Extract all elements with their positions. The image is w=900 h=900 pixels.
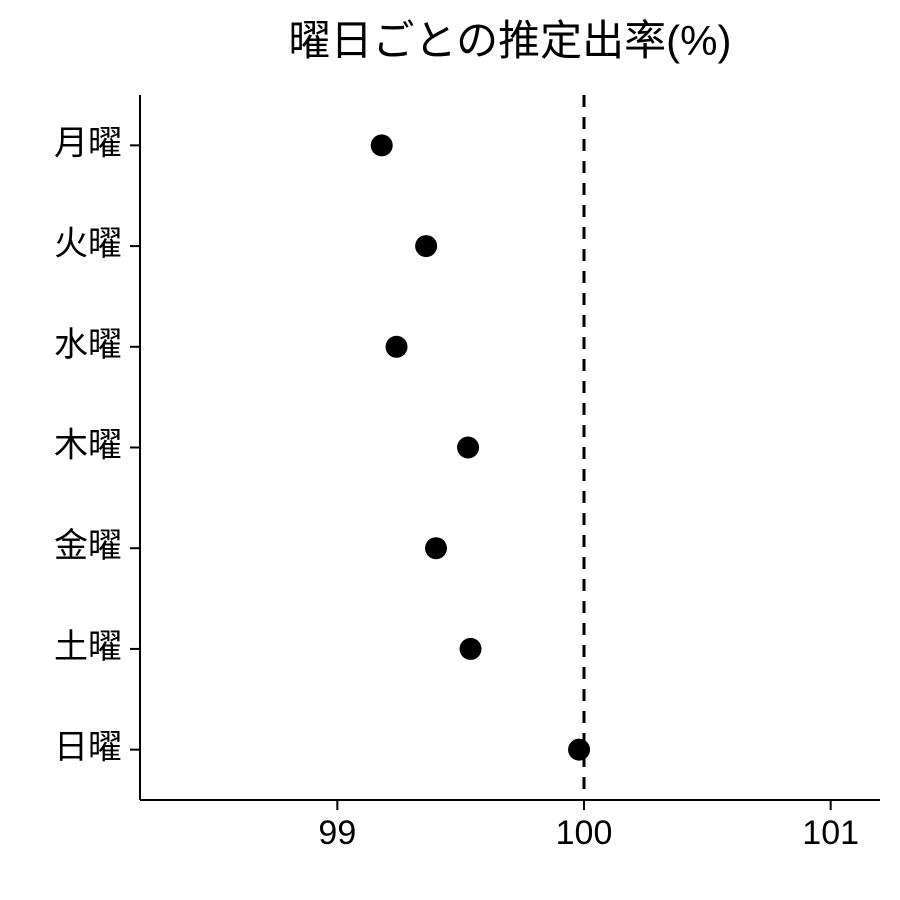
y-tick-label: 日曜 (54, 729, 122, 767)
data-point (460, 638, 482, 660)
data-point (371, 134, 393, 156)
data-point (457, 437, 479, 459)
chart-background (0, 0, 900, 900)
y-tick-label: 火曜 (54, 225, 122, 263)
x-tick-label: 101 (802, 814, 859, 852)
data-point (568, 739, 590, 761)
y-tick-label: 木曜 (54, 426, 122, 464)
x-tick-label: 99 (318, 814, 356, 852)
y-tick-label: 金曜 (54, 527, 122, 565)
chart-svg: 曜日ごとの推定出率(%) 月曜火曜水曜木曜金曜土曜日曜 99 100 101 (0, 0, 900, 900)
dotplot-chart: 曜日ごとの推定出率(%) 月曜火曜水曜木曜金曜土曜日曜 99 100 101 (0, 0, 900, 900)
data-point (386, 336, 408, 358)
chart-title: 曜日ごとの推定出率(%) (289, 17, 732, 64)
y-tick-label: 土曜 (54, 628, 122, 666)
data-point (415, 235, 437, 257)
x-tick-label: 100 (556, 814, 613, 852)
y-tick-label: 水曜 (54, 326, 122, 364)
data-point (425, 537, 447, 559)
y-tick-label: 月曜 (54, 124, 122, 162)
